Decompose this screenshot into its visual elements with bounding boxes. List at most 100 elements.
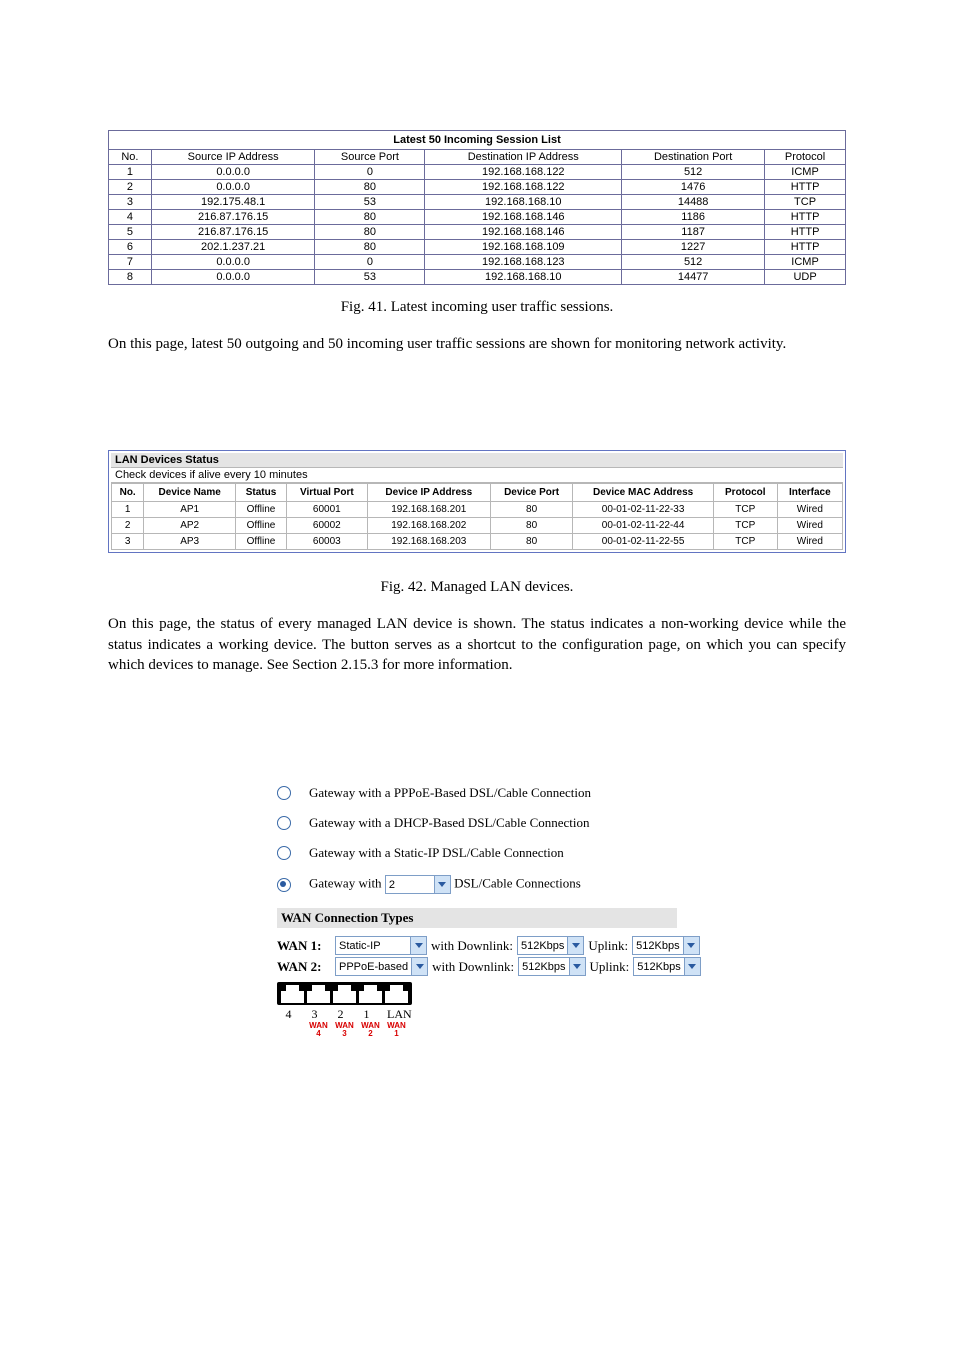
table-cell: 7 — [109, 255, 152, 270]
table-cell: 1 — [109, 165, 152, 180]
radio-option-static[interactable]: Gateway with a Static-IP DSL/Cable Conne… — [277, 845, 677, 861]
lan-col-if: Interface — [777, 484, 842, 502]
wan1-uplink-select[interactable]: 512Kbps — [632, 936, 699, 955]
table-cell: 1 — [112, 502, 144, 518]
table-row: 1AP1Offline60001192.168.168.2018000-01-0… — [112, 502, 843, 518]
port-diagram: 4 3 2 1 LAN WAN4WAN3WAN2WAN1 — [277, 982, 677, 1037]
wan2-downlink-select[interactable]: 512Kbps — [518, 957, 585, 976]
chevron-down-icon — [569, 958, 585, 975]
radio-option-pppoe[interactable]: Gateway with a PPPoE-Based DSL/Cable Con… — [277, 785, 677, 801]
table-cell: 14488 — [622, 195, 765, 210]
col-no: No. — [109, 150, 152, 165]
table-cell: 192.168.168.109 — [425, 240, 622, 255]
wan2-type-select[interactable]: PPPoE-based — [335, 957, 428, 976]
lan-col-no: No. — [112, 484, 144, 502]
table-cell: 1476 — [622, 180, 765, 195]
col-src-ip: Source IP Address — [151, 150, 315, 165]
table-row: 70.0.0.00192.168.168.123512ICMP — [109, 255, 846, 270]
lan-col-proto: Protocol — [713, 484, 777, 502]
lan-devices-title: LAN Devices Status — [111, 453, 843, 468]
table-cell: 8 — [109, 270, 152, 285]
lan-col-port: Device Port — [490, 484, 572, 502]
table-row: 2AP2Offline60002192.168.168.2028000-01-0… — [112, 518, 843, 534]
table-row: 5216.87.176.1580192.168.168.1461187HTTP — [109, 225, 846, 240]
table-cell: 2 — [112, 518, 144, 534]
col-dst-ip: Destination IP Address — [425, 150, 622, 165]
table-cell: 192.168.168.122 — [425, 165, 622, 180]
port-number: 2 — [329, 1007, 352, 1022]
wan1-uplink-value: 512Kbps — [636, 940, 682, 952]
wan-port-label: WAN1 — [385, 1022, 408, 1037]
table-cell: 216.87.176.15 — [151, 225, 315, 240]
col-dst-port: Destination Port — [622, 150, 765, 165]
table-cell: HTTP — [765, 240, 846, 255]
port-icon — [385, 985, 408, 1003]
table-cell: 192.168.168.10 — [425, 195, 622, 210]
wan1-downlink-select[interactable]: 512Kbps — [517, 936, 584, 955]
table-cell: 0 — [315, 255, 425, 270]
table-cell: 00-01-02-11-22-55 — [573, 534, 714, 550]
wan1-label: WAN 1: — [277, 938, 331, 954]
table-cell: 00-01-02-11-22-44 — [573, 518, 714, 534]
figure-41-caption: Fig. 41. Latest incoming user traffic se… — [108, 299, 846, 316]
uplink-label: Uplink: — [590, 959, 630, 975]
radio-label-post: DSL/Cable Connections — [454, 876, 581, 891]
port-icon — [281, 985, 304, 1003]
table-cell: 3 — [109, 195, 152, 210]
radio-icon[interactable] — [277, 878, 291, 892]
chevron-down-icon — [434, 876, 450, 893]
table-cell: 80 — [315, 225, 425, 240]
table-row: 20.0.0.080192.168.168.1221476HTTP — [109, 180, 846, 195]
table-cell: 1186 — [622, 210, 765, 225]
lan-col-name: Device Name — [144, 484, 236, 502]
table-cell: 1227 — [622, 240, 765, 255]
table-cell: 0.0.0.0 — [151, 270, 315, 285]
table-cell: AP3 — [144, 534, 236, 550]
table-cell: 192.168.168.123 — [425, 255, 622, 270]
table-cell: 0 — [315, 165, 425, 180]
radio-label: Gateway with a Static-IP DSL/Cable Conne… — [309, 845, 564, 861]
table-cell: 5 — [109, 225, 152, 240]
radio-label: Gateway with a PPPoE-Based DSL/Cable Con… — [309, 785, 591, 801]
table-cell: 192.168.168.10 — [425, 270, 622, 285]
wan2-uplink-value: 512Kbps — [637, 961, 683, 973]
radio-icon[interactable] — [277, 816, 291, 830]
radio-option-multi[interactable]: Gateway with 2 DSL/Cable Connections — [277, 875, 677, 894]
radio-icon[interactable] — [277, 786, 291, 800]
table-cell: TCP — [713, 518, 777, 534]
table-cell: 0.0.0.0 — [151, 255, 315, 270]
port-icon — [359, 985, 382, 1003]
table-cell: 192.168.168.201 — [367, 502, 490, 518]
lan-line: LAN — [383, 1007, 406, 1022]
table-cell: 00-01-02-11-22-33 — [573, 502, 714, 518]
table-cell: 192.168.168.146 — [425, 210, 622, 225]
table-cell: 202.1.237.21 — [151, 240, 315, 255]
table-cell: 80 — [490, 502, 572, 518]
table-cell: 80 — [315, 210, 425, 225]
table-cell: 80 — [490, 534, 572, 550]
table-cell: 192.168.168.122 — [425, 180, 622, 195]
lan-col-ip: Device IP Address — [367, 484, 490, 502]
incoming-session-table: Latest 50 Incoming Session List No. Sour… — [108, 130, 846, 285]
port-number: 4 — [277, 1007, 300, 1022]
wan-count-select[interactable]: 2 — [385, 875, 451, 894]
table-row: 4216.87.176.1580192.168.168.1461186HTTP — [109, 210, 846, 225]
lan-table-header-row: No. Device Name Status Virtual Port Devi… — [112, 484, 843, 502]
radio-icon[interactable] — [277, 846, 291, 860]
table-row: 10.0.0.00192.168.168.122512ICMP — [109, 165, 846, 180]
radio-option-dhcp[interactable]: Gateway with a DHCP-Based DSL/Cable Conn… — [277, 815, 677, 831]
wan2-label: WAN 2: — [277, 959, 331, 975]
wan1-type-select[interactable]: Static-IP — [335, 936, 427, 955]
table-cell: 53 — [315, 270, 425, 285]
table-cell: ICMP — [765, 165, 846, 180]
table-cell: 14477 — [622, 270, 765, 285]
wan2-uplink-select[interactable]: 512Kbps — [633, 957, 700, 976]
table-cell: 192.168.168.146 — [425, 225, 622, 240]
radio-label-pre: Gateway with — [309, 876, 382, 891]
table-cell: HTTP — [765, 225, 846, 240]
wan-port-label: WAN3 — [333, 1022, 356, 1037]
lan-col-status: Status — [236, 484, 287, 502]
table-cell: 216.87.176.15 — [151, 210, 315, 225]
lan-devices-panel: LAN Devices Status Check devices if aliv… — [108, 450, 846, 553]
table-cell: Offline — [236, 534, 287, 550]
